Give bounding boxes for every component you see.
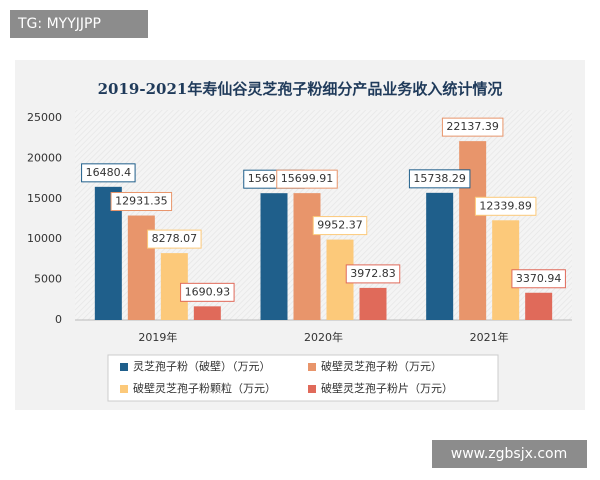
value-label: 9952.37	[317, 219, 363, 232]
legend-label: 破壁灵芝孢子粉片（万元）	[321, 381, 453, 395]
legend-label: 灵芝孢子粉（破壁）（万元）	[133, 359, 271, 373]
value-label: 15738.29	[413, 172, 466, 185]
value-label-box	[276, 169, 338, 189]
x-tick-label: 2021年	[470, 330, 509, 344]
site-watermark: www.zgbsjx.com	[451, 446, 567, 462]
value-label-box	[81, 163, 136, 183]
y-tick-label: 20000	[27, 151, 62, 164]
x-tick-label: 2019年	[138, 330, 177, 344]
value-label: 12931.35	[115, 195, 168, 208]
legend-label: 破壁灵芝孢子粉（万元）	[321, 359, 442, 373]
y-tick-label: 10000	[27, 232, 62, 245]
value-label: 15699.91	[281, 172, 334, 185]
y-tick-label: 0	[55, 313, 62, 326]
y-tick-label: 5000	[34, 273, 62, 286]
value-label: 16480.4	[86, 166, 132, 179]
bar	[426, 192, 454, 320]
bar	[459, 141, 487, 320]
y-tick-label: 15000	[27, 192, 62, 205]
value-label-box	[180, 282, 235, 302]
bar	[260, 193, 288, 320]
value-label-box	[474, 196, 537, 216]
value-label-box	[408, 169, 471, 189]
site-box	[432, 440, 587, 468]
chart-title: 2019-2021年寿仙谷灵芝孢子粉细分产品业务收入统计情况	[98, 80, 503, 98]
value-label-box	[441, 117, 504, 137]
watermark: TG: MYYJJPP	[17, 16, 101, 32]
legend-marker	[308, 363, 316, 371]
x-tick-label: 2020年	[304, 330, 343, 344]
legend-box	[107, 354, 499, 402]
value-label: 8278.07	[152, 232, 198, 245]
y-tick-label: 25000	[27, 111, 62, 124]
value-label: 3972.83	[350, 267, 396, 280]
value-label-box	[312, 216, 368, 236]
legend-marker	[120, 385, 128, 393]
value-label-box	[110, 192, 173, 212]
value-label: 22137.39	[446, 120, 499, 133]
bar	[193, 306, 221, 320]
value-label: 1690.93	[185, 285, 231, 298]
bar	[525, 292, 553, 320]
bar	[359, 287, 387, 320]
value-label-box	[511, 269, 566, 289]
value-label: 12339.89	[479, 199, 532, 212]
bar	[293, 193, 321, 320]
watermark-box	[10, 10, 148, 38]
legend-marker	[120, 363, 128, 371]
legend-label: 破壁灵芝孢子粉颗粒（万元）	[133, 381, 276, 395]
value-label-box	[147, 229, 202, 249]
value-label-box	[345, 264, 401, 284]
value-label: 3370.94	[516, 272, 562, 285]
legend-marker	[308, 385, 316, 393]
